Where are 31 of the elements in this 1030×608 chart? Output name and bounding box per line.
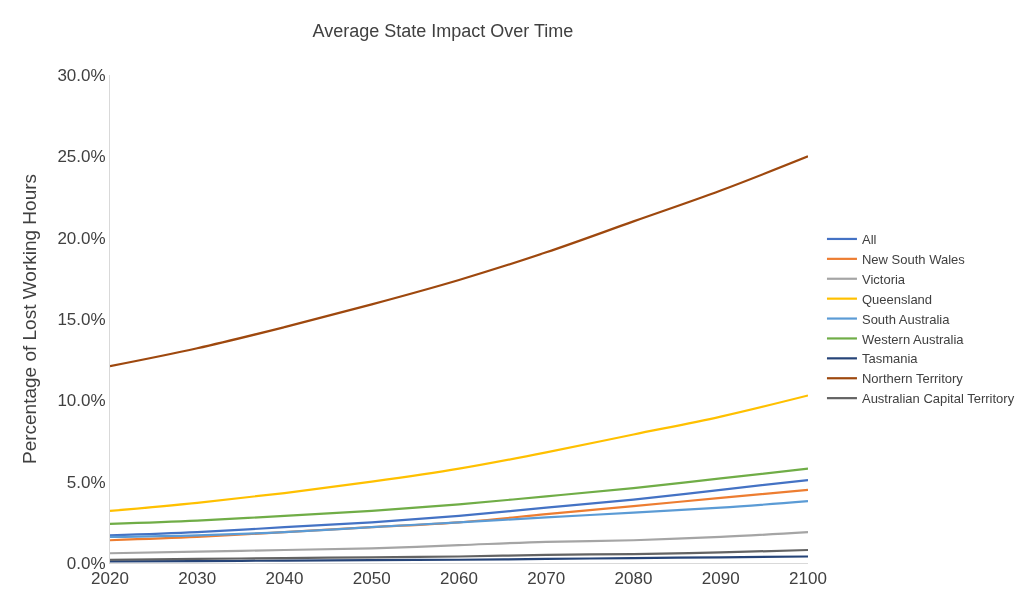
line-series: [110, 478, 808, 537]
x-tick-label: 2050: [352, 569, 391, 589]
legend-label: Western Australia: [861, 331, 965, 347]
y-tick-label: 20.0%: [57, 228, 106, 248]
x-tick-label: 2040: [265, 569, 304, 589]
legend-label: South Australia: [861, 311, 951, 327]
x-tick-label: 2090: [701, 569, 740, 589]
line-series: [110, 467, 808, 526]
x-tick-label: 2100: [789, 569, 827, 589]
legend-label: Victoria: [861, 271, 906, 287]
legend-label: Australian Capital Territory: [861, 391, 1015, 407]
y-tick-label: 25.0%: [57, 147, 106, 167]
legend-label: Queensland: [861, 291, 933, 307]
y-tick-label: 10.0%: [57, 391, 106, 411]
y-tick-label: 5.0%: [66, 472, 106, 492]
x-tick-label: 2080: [614, 569, 653, 589]
line-series: [110, 155, 808, 368]
x-tick-label: 2030: [178, 569, 217, 589]
legend-label: All: [861, 232, 877, 248]
line-series: [110, 500, 808, 539]
x-tick-label: 2070: [527, 569, 566, 589]
legend-label: Tasmania: [861, 351, 919, 367]
line-series: [110, 394, 808, 513]
y-tick-label: 30.0%: [57, 65, 106, 85]
y-tick-label: 15.0%: [57, 309, 106, 329]
chart-title: Average State Impact Over Time: [312, 20, 574, 41]
y-axis-title: Percentage of Lost Working Hours: [19, 173, 41, 465]
x-tick-label: 2060: [440, 569, 478, 589]
line-series: [110, 530, 808, 555]
legend-label: New South Wales: [861, 251, 966, 267]
legend-label: Northern Territory: [861, 371, 964, 387]
